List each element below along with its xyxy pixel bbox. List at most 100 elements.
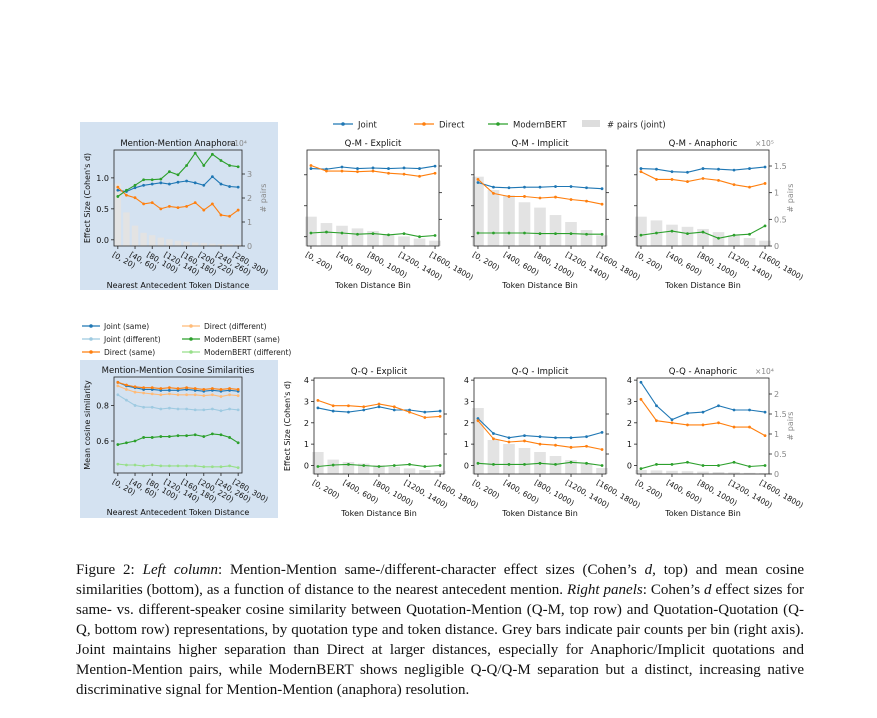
series-point bbox=[717, 236, 720, 240]
series-point bbox=[763, 182, 767, 185]
series-point bbox=[185, 179, 188, 183]
legend-label: ModernBERT bbox=[513, 121, 567, 131]
pairs-bar bbox=[373, 465, 385, 474]
pairs-bar bbox=[635, 216, 647, 246]
series-point bbox=[402, 166, 406, 170]
series-point bbox=[763, 410, 767, 414]
series-point bbox=[732, 183, 736, 187]
series-point bbox=[387, 171, 390, 175]
y-tick-label: 2 bbox=[304, 419, 309, 428]
series-point bbox=[423, 410, 427, 414]
series-point bbox=[116, 185, 120, 189]
series-point bbox=[585, 461, 588, 465]
pairs-bar bbox=[157, 237, 165, 246]
y-axis-label: Effect Size (Cohen's d) bbox=[83, 153, 92, 243]
series-point bbox=[523, 439, 526, 443]
series-point bbox=[717, 464, 720, 467]
series-point bbox=[717, 421, 720, 425]
series-point bbox=[569, 232, 573, 236]
pairs-bar bbox=[434, 470, 446, 474]
series-point bbox=[748, 167, 751, 170]
series-point bbox=[176, 173, 180, 177]
series-point bbox=[371, 232, 375, 236]
series-point bbox=[507, 195, 511, 198]
series-line bbox=[640, 398, 766, 437]
series-point bbox=[193, 393, 197, 397]
series-point bbox=[193, 151, 197, 155]
series-point bbox=[168, 435, 171, 438]
series-point bbox=[219, 213, 223, 217]
y-tick-label: 0 bbox=[627, 461, 632, 470]
pairs-bar bbox=[596, 468, 608, 474]
series-point bbox=[325, 169, 328, 173]
series-point bbox=[202, 435, 206, 438]
pairs-bar bbox=[728, 235, 740, 246]
series-point bbox=[236, 208, 240, 212]
series-point bbox=[670, 421, 674, 425]
series-point bbox=[202, 465, 206, 469]
mm-cosine-bg bbox=[80, 360, 278, 518]
series-point bbox=[392, 408, 396, 412]
series-point bbox=[507, 436, 511, 440]
pairs-bar bbox=[226, 244, 233, 246]
series-point bbox=[763, 464, 767, 467]
pairs-bar bbox=[472, 176, 484, 246]
pairs-bar bbox=[697, 471, 709, 474]
series-point bbox=[133, 463, 137, 467]
series-point bbox=[202, 388, 206, 391]
series-point bbox=[763, 224, 767, 228]
chart-title: Mention-Mention Cosine Similarities bbox=[102, 366, 255, 376]
series-point bbox=[142, 405, 146, 409]
series-point bbox=[236, 185, 240, 189]
pairs-bar bbox=[534, 207, 546, 246]
x-axis-label: Nearest Antecedent Token Distance bbox=[107, 508, 250, 517]
y2-tick-label: 1 bbox=[247, 218, 252, 227]
series-point bbox=[600, 448, 604, 451]
series-point bbox=[202, 394, 206, 398]
series-point bbox=[309, 164, 313, 167]
series-point bbox=[538, 435, 542, 439]
series-point bbox=[492, 231, 495, 235]
y2-tick-label: 1 bbox=[774, 430, 779, 439]
series-point bbox=[523, 185, 526, 189]
series-point bbox=[362, 405, 366, 409]
series-point bbox=[347, 410, 350, 414]
series-point bbox=[142, 436, 146, 439]
pairs-bar bbox=[209, 243, 216, 246]
legend-swatch-marker bbox=[89, 337, 93, 341]
series-point bbox=[316, 465, 320, 468]
series-point bbox=[569, 445, 573, 449]
series-point bbox=[538, 461, 542, 465]
series-point bbox=[210, 152, 214, 156]
legend-left: Joint (same) Direct (different) Joint (dif… bbox=[82, 322, 291, 357]
pairs-bar bbox=[429, 240, 441, 246]
pairs-bar bbox=[503, 195, 515, 246]
x-tick-label: [0, 200) bbox=[634, 478, 664, 501]
series-point bbox=[600, 431, 604, 434]
series-point bbox=[347, 404, 350, 408]
y-tick-label: 4 bbox=[464, 376, 469, 385]
series-point bbox=[670, 178, 674, 181]
legend-swatch-marker bbox=[189, 350, 193, 354]
series-point bbox=[523, 231, 526, 235]
series-point bbox=[316, 406, 320, 410]
series-point bbox=[159, 207, 163, 211]
series-point bbox=[228, 185, 231, 188]
series-point bbox=[125, 441, 128, 445]
series-point bbox=[210, 432, 214, 436]
pairs-bar bbox=[174, 240, 182, 246]
series-point bbox=[408, 463, 411, 466]
series-point bbox=[142, 183, 146, 187]
series-point bbox=[639, 170, 643, 174]
chart-qm-implicit: Q-M - Implicit[0, 200) [400, 600)[800, 10… bbox=[471, 139, 642, 290]
series-point bbox=[228, 436, 231, 439]
series-point bbox=[142, 464, 146, 468]
series-point bbox=[210, 407, 214, 411]
series-point bbox=[639, 467, 643, 471]
series-point bbox=[325, 230, 328, 234]
pairs-bar bbox=[123, 212, 130, 246]
y-tick-label: 1.0 bbox=[96, 174, 109, 183]
y-tick-label: 0.6 bbox=[96, 437, 109, 446]
series-point bbox=[331, 463, 335, 467]
series-point bbox=[168, 406, 171, 410]
